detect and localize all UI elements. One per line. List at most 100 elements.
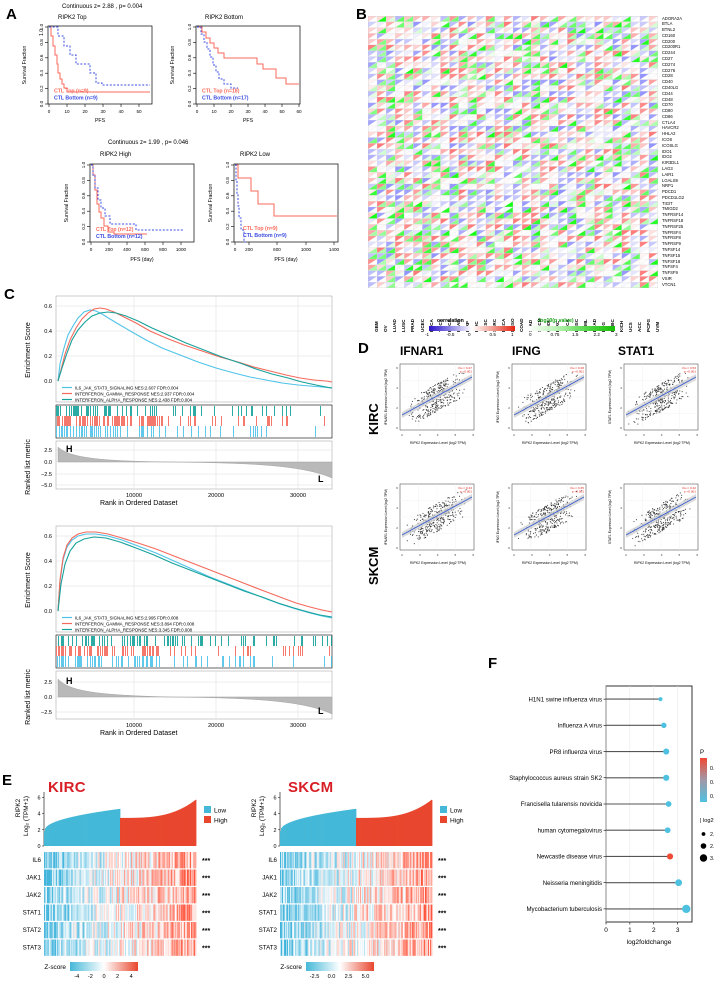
panelB-gene-label: TNFRSF25 — [662, 223, 684, 229]
svg-text:6: 6 — [472, 433, 474, 437]
panelA-kirc-right-title: RIPK2 Bottom — [205, 15, 244, 21]
svg-text:RIPK2 Expression Level (log2 T: RIPK2 Expression Level (log2 TPM) — [410, 441, 466, 445]
svg-text:1400: 1400 — [329, 247, 340, 252]
panelB-gene-label: HHLA2 — [662, 131, 676, 137]
gsea-plot-kirc: 0.6 0.4 0.2 0.0 Enrichment Score IL6_JAK_ST… — [25, 295, 333, 499]
panelC-kirc-xlabel: Rank in Ordered Dataset — [100, 500, 178, 507]
svg-text:−5.0: −5.0 — [41, 483, 52, 489]
panelB-gene-label: CD27 — [662, 56, 673, 61]
svg-text:0.0: 0.0 — [44, 379, 52, 385]
panelA-skcm-left-title: RIPK2 High — [100, 152, 132, 158]
panelB-gene-label: CD86 — [662, 113, 673, 119]
km-plot-skcm-high: 1.0 0.8 0.6 0.4 0.2 0.0 Survival Fractio… — [64, 161, 195, 263]
svg-text:1.0: 1.0 — [225, 161, 230, 168]
svg-text:L: L — [318, 474, 324, 484]
panelB-cancer-label: OV — [383, 325, 389, 332]
svg-text:4: 4 — [620, 386, 622, 390]
svg-text:IFNG Expression Level (log2 TP: IFNG Expression Level (log2 TPM) — [496, 371, 500, 424]
panelB-gene-label: CD200 — [662, 38, 676, 44]
svg-text:600: 600 — [273, 247, 281, 252]
correlation-colorbar — [429, 326, 515, 331]
svg-text:2: 2 — [513, 433, 515, 437]
svg-text:0.6: 0.6 — [225, 192, 230, 199]
svg-text:50: 50 — [136, 109, 142, 114]
svg-text:0.4: 0.4 — [187, 70, 192, 77]
svg-text:4: 4 — [661, 433, 663, 437]
svg-text:Enrichment Score: Enrichment Score — [25, 552, 32, 608]
pvalue-ticks: 0 0.75 1.5 2.2 3 — [529, 332, 618, 337]
svg-text:1.0: 1.0 — [187, 23, 192, 30]
panelB-gene-label: TNFSF9 — [662, 270, 678, 276]
km-plot-kirc-bottom: 1.0 0.8 0.6 0.4 0.2 0.0 Survival Fractio… — [170, 23, 302, 124]
correlation-legend-title: correlation — [437, 318, 464, 324]
svg-text:CTL Top (n=9): CTL Top (n=9) — [54, 89, 89, 95]
panelB-gene-label: IDO1 — [662, 148, 672, 154]
svg-text:INTERFERON_ALPHA_RESPONSE NES:: INTERFERON_ALPHA_RESPONSE NES:3.345 FDR:… — [75, 628, 193, 633]
svg-text:Survival Fraction: Survival Fraction — [22, 46, 28, 85]
panelB-gene-label: CD70 — [662, 102, 673, 108]
svg-text:INTERFERON_ALPHA_RESPONSE NES:: INTERFERON_ALPHA_RESPONSE NES:2.438 FDR:… — [75, 398, 193, 403]
pvalue-colorbar — [529, 326, 615, 331]
panelB-gene-label: NRP1 — [662, 183, 674, 189]
svg-text:3: 3 — [419, 433, 421, 437]
svg-text:2: 2 — [620, 406, 622, 410]
svg-text:20: 20 — [82, 109, 88, 114]
panelB-gene-label: CD276 — [662, 67, 676, 73]
panelB-gene-label: CD44 — [662, 90, 673, 96]
cancer-tag-kirc-e: KIRC — [48, 779, 86, 796]
panelA-skcm-right-title: RIPK2 Low — [240, 152, 271, 158]
svg-text:0.6: 0.6 — [44, 534, 52, 540]
svg-text:CTL Top (n=12): CTL Top (n=12) — [96, 227, 134, 233]
panelB-gene-label: CTLA4 — [662, 119, 676, 125]
panel-label-b: B — [356, 6, 367, 23]
svg-text:30: 30 — [245, 109, 251, 114]
svg-text:10: 10 — [64, 109, 70, 114]
gsea-plot-skcm: 0.6 0.4 0.2 0.0 Enrichment Score IL6_JAK_ST… — [25, 525, 333, 729]
panelB-cancer-label: UVM — [655, 321, 661, 332]
km-plot-kirc-top: 1.0 1.0 0.8 0.6 0.4 0.2 0.0 Survival Fra… — [22, 23, 153, 124]
panelB-cancer-label: LUAD — [392, 319, 398, 332]
svg-text:20000: 20000 — [208, 723, 224, 729]
panelB-gene-label: ICOSLG — [662, 142, 678, 148]
panelF-dotplot: H1N1 swine influenza virus Influenza A vi… — [470, 668, 714, 988]
svg-text:1.0: 1.0 — [39, 23, 44, 30]
svg-text:0.2: 0.2 — [44, 584, 52, 590]
svg-text:Survival Fraction: Survival Fraction — [170, 46, 176, 85]
panelA-kirc-stat: Continuous z= 2.88 , p= 0.004 — [62, 4, 143, 10]
svg-text:CTL Bottom (n=17): CTL Bottom (n=17) — [202, 96, 249, 102]
panelB-gene-label: VSIR — [662, 275, 672, 281]
panelB-gene-label: TNFRSF4 — [662, 229, 681, 235]
svg-text:INTERFERON_GAMMA_RESPONSE NES:: INTERFERON_GAMMA_RESPONSE NES:3.894 FDR:… — [75, 622, 195, 627]
panelD-title-ifng: IFNG — [512, 344, 541, 358]
panelB-cancer-label: UCEC — [419, 318, 425, 332]
svg-text:40: 40 — [118, 109, 124, 114]
svg-text:0.2: 0.2 — [44, 354, 52, 360]
panel-label-c: C — [4, 286, 15, 303]
svg-text:0.0: 0.0 — [225, 238, 230, 245]
svg-text:L: L — [318, 706, 324, 716]
svg-text:2: 2 — [401, 433, 403, 437]
svg-text:p <0.001: p <0.001 — [460, 370, 472, 374]
svg-text:40: 40 — [262, 109, 268, 114]
svg-text:INTERFERON_GAMMA_RESPONSE NES:: INTERFERON_GAMMA_RESPONSE NES:2.937 FDR:… — [75, 392, 195, 397]
panelB-gene-label: VTCN1 — [662, 281, 676, 287]
svg-text:0.0: 0.0 — [39, 100, 44, 107]
panelA-kirc-left-title: RIPK2 Top — [58, 15, 87, 21]
svg-text:6: 6 — [396, 366, 398, 370]
svg-text:0: 0 — [90, 247, 93, 252]
pvalue-legend-title: -log10(p value) — [537, 318, 574, 324]
svg-text:0.4: 0.4 — [225, 208, 230, 215]
svg-text:10000: 10000 — [126, 493, 142, 499]
panelB-gene-label: TNFSF14 — [662, 246, 681, 252]
svg-text:3: 3 — [643, 433, 645, 437]
svg-text:200: 200 — [245, 247, 253, 252]
svg-text:800: 800 — [159, 247, 167, 252]
svg-text:6: 6 — [508, 366, 510, 370]
panelB-legend: correlation -log10(p value) -1 -0.5 0 0.5 1 … — [425, 318, 645, 342]
svg-text:0.2: 0.2 — [39, 85, 44, 92]
panelB-gene-label: BTLA — [662, 21, 673, 27]
svg-text:0.0: 0.0 — [81, 238, 86, 245]
panelB-cancer-label: PRAD — [410, 318, 416, 332]
panelB-gene-label: CD244 — [662, 50, 676, 56]
panelB-gene-label: CD40 — [662, 79, 673, 85]
